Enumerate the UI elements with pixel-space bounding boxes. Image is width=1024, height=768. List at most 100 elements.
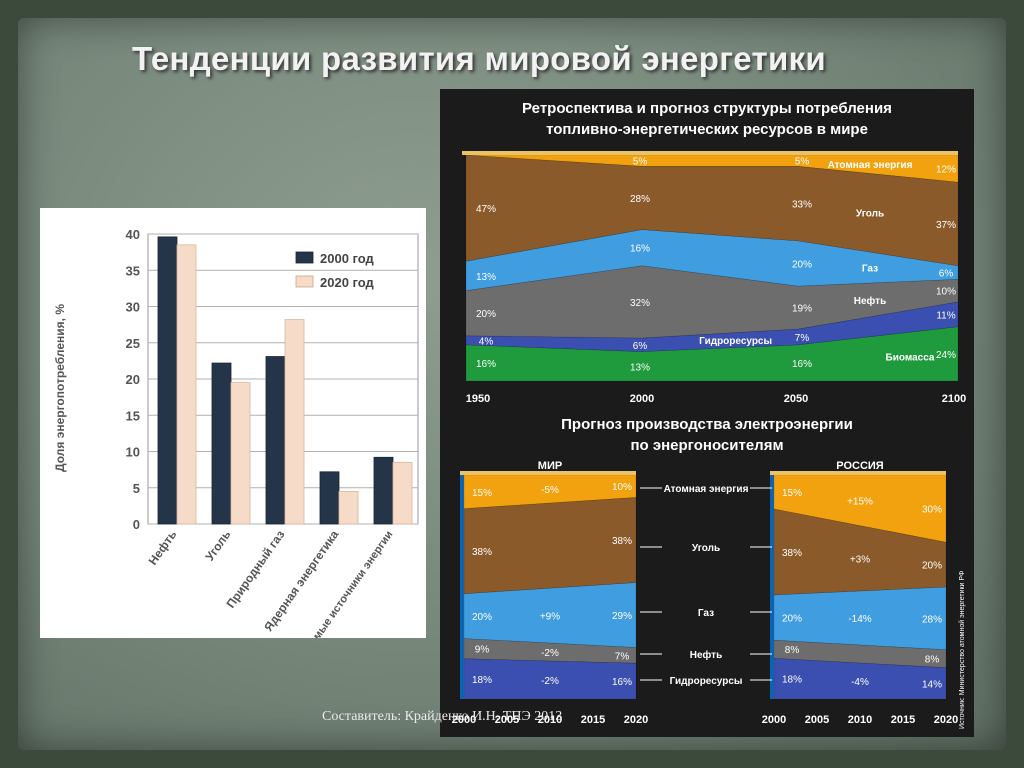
slide-title: Тенденции развития мировой энергетики (132, 40, 826, 77)
area-value-label: 6% (939, 269, 954, 280)
y-tick-label: 15 (126, 408, 140, 423)
y-tick-label: 25 (126, 336, 140, 351)
area-value-label: 28% (630, 194, 650, 205)
x-year-label: 2100 (942, 393, 966, 405)
forecast-value-label: +9% (540, 612, 560, 623)
forecast-value-label: 30% (922, 505, 942, 516)
forecast-value-label: +15% (847, 496, 873, 507)
forecast-value-label: 38% (472, 547, 492, 558)
forecast-top-bevel (770, 471, 946, 475)
area-layer-label: Нефть (854, 295, 886, 307)
area-value-label: 20% (476, 309, 496, 320)
area-value-label: 12% (936, 165, 956, 176)
bar-2020 (176, 244, 197, 525)
area-value-label: 33% (792, 200, 812, 211)
area-layer-label: Биомасса (886, 353, 935, 364)
forecast-value-label: 7% (615, 651, 630, 662)
forecast-year-label: 2005 (805, 714, 829, 726)
x-year-label: 1950 (466, 393, 490, 405)
bar-2020 (230, 382, 251, 525)
forecast-year-label: 2010 (848, 714, 872, 726)
y-tick-label: 0 (133, 517, 140, 532)
y-tick-label: 20 (126, 372, 140, 387)
energy-structure-panel: Ретроспектива и прогноз структуры потреб… (440, 89, 974, 737)
area-top-bevel (462, 151, 958, 155)
area-value-label: 47% (476, 204, 496, 215)
forecast-year-label: 2010 (538, 714, 562, 726)
bar-chart-card: 0 5 10 15 20 25 30 35 40 Доля энергопотребления, … (40, 208, 426, 638)
legend-label: 2020 год (320, 275, 375, 290)
area-value-label: 24% (936, 350, 956, 361)
shared-series-label: Газ (698, 608, 714, 619)
bar-2000 (211, 362, 232, 525)
forecast-value-label: 28% (922, 614, 942, 625)
bar-2000 (265, 356, 286, 525)
shared-series-label: Уголь (692, 543, 720, 554)
electricity-title: по энергоносителям (630, 437, 783, 454)
forecast-value-label: 16% (612, 677, 632, 688)
forecast-year-label: 2015 (581, 714, 605, 726)
bar-chart: 0 5 10 15 20 25 30 35 40 Доля энергопотребления, … (53, 227, 419, 638)
area-value-label: 13% (476, 272, 496, 283)
area-value-label: 10% (936, 287, 956, 298)
forecast-value-label: -2% (541, 676, 559, 687)
area-layer-label: Атомная энергия (828, 160, 913, 171)
forecast-year-label: 2000 (452, 714, 476, 726)
forecast-year-label: 2020 (934, 714, 958, 726)
x-year-label: 2000 (630, 393, 654, 405)
forecast-year-label: 2020 (624, 714, 648, 726)
legend-swatch (295, 251, 314, 264)
forecast-year-label: 2000 (762, 714, 786, 726)
bar-2020 (284, 319, 305, 525)
y-tick-label: 30 (126, 300, 140, 315)
forecast-top-bevel (460, 471, 636, 475)
bar-2000 (373, 456, 394, 525)
forecast-value-label: 8% (925, 655, 940, 666)
x-year-label: 2050 (784, 393, 808, 405)
x-category-label: Уголь (203, 528, 234, 564)
y-tick-label: 10 (126, 445, 140, 460)
forecast-layer (463, 497, 637, 595)
y-tick-label: 35 (126, 263, 140, 278)
forecast-value-label: -14% (848, 614, 871, 625)
y-axis-label: Доля энергопотребления, % (53, 304, 67, 472)
electricity-title: Прогноз производства электроэнергии (561, 416, 853, 433)
area-value-label: 11% (936, 310, 955, 321)
forecast-value-label: 14% (922, 679, 942, 690)
forecast-year-label: 2015 (891, 714, 915, 726)
area-value-label: 4% (479, 336, 494, 347)
area-value-label: 16% (792, 359, 812, 370)
bar-2020 (338, 490, 359, 525)
area-value-label: 19% (792, 304, 812, 315)
panel-title: РОССИЯ (836, 460, 884, 472)
bar-2020 (392, 461, 413, 525)
forecast-value-label: 38% (612, 536, 632, 547)
forecast-value-label: 10% (612, 482, 632, 493)
forecast-value-label: 20% (782, 614, 802, 625)
forecast-value-label: 20% (922, 561, 942, 572)
area-value-label: 37% (936, 220, 956, 231)
area-value-label: 16% (476, 359, 496, 370)
forecast-value-label: -5% (541, 485, 559, 496)
area-layer-label: Уголь (856, 209, 884, 220)
y-tick-label: 5 (133, 481, 140, 496)
area-value-label: 20% (792, 259, 812, 270)
area-value-label: 16% (630, 244, 650, 255)
forecast-year-label: 2005 (495, 714, 519, 726)
area-layer-label: Гидроресурсы (699, 336, 772, 347)
legend-label: 2000 год (320, 251, 375, 266)
forecast-value-label: 8% (785, 645, 800, 656)
area-value-label: 13% (630, 362, 650, 373)
forecast-value-label: 29% (612, 611, 632, 622)
forecast-value-label: 15% (782, 488, 802, 499)
area-chart-title: Ретроспектива и прогноз структуры потреб… (522, 100, 892, 117)
forecast-side-bevel (460, 475, 464, 699)
x-category-label: Природный газ (224, 528, 288, 611)
footer-credit: Составитель: Крайденко И.Н. ТПЭ 2013 (322, 709, 563, 724)
area-layer-label: Газ (862, 264, 878, 275)
forecast-value-label: 20% (472, 612, 492, 623)
legend-swatch (295, 275, 314, 288)
area-chart-title: топливно-энергетических ресурсов в мире (546, 121, 868, 138)
panel-title: МИР (538, 460, 562, 472)
forecast-value-label: -2% (541, 648, 559, 659)
